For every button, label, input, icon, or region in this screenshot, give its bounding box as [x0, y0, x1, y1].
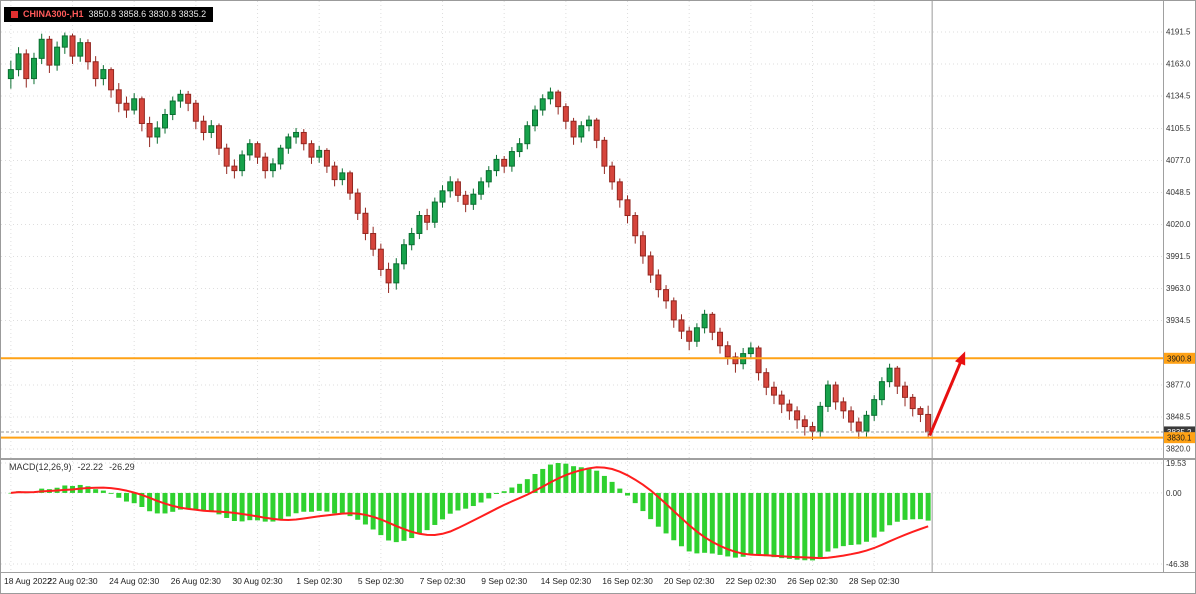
macd-indicator-name: MACD(12,26,9) — [9, 462, 72, 472]
svg-text:26 Aug 02:30: 26 Aug 02:30 — [171, 576, 221, 586]
svg-text:3848.5: 3848.5 — [1166, 413, 1191, 422]
svg-text:30 Aug 02:30: 30 Aug 02:30 — [232, 576, 282, 586]
svg-text:19.53: 19.53 — [1166, 459, 1187, 468]
svg-text:3877.0: 3877.0 — [1166, 381, 1191, 390]
symbol-ohlc-readout: 3850.8 3858.6 3830.8 3835.2 — [88, 9, 207, 19]
pane-separator — [1, 1, 1195, 573]
svg-text:4020.0: 4020.0 — [1166, 220, 1191, 229]
svg-text:4048.5: 4048.5 — [1166, 188, 1191, 197]
svg-text:0.00: 0.00 — [1166, 489, 1182, 498]
symbol-label: CHINA300-,H1 — [23, 9, 84, 19]
svg-text:-46.38: -46.38 — [1166, 560, 1189, 569]
symbol-info-bar: CHINA300-,H1 3850.8 3858.6 3830.8 3835.2 — [4, 7, 214, 22]
svg-text:4077.0: 4077.0 — [1166, 156, 1191, 165]
svg-text:24 Aug 02:30: 24 Aug 02:30 — [109, 576, 159, 586]
svg-text:4105.5: 4105.5 — [1166, 124, 1191, 133]
svg-text:22 Aug 02:30: 22 Aug 02:30 — [47, 576, 97, 586]
macd-signal-value: -26.29 — [109, 462, 135, 472]
price-axis-labels: 4191.5 4163.0 4134.5 4105.5 4077.0 4048.5 4020… — [1164, 28, 1195, 454]
macd-indicator-readout: MACD(12,26,9) -22.22 -26.29 — [9, 462, 135, 472]
macd-histogram — [8, 463, 931, 561]
svg-text:1 Sep 02:30: 1 Sep 02:30 — [296, 576, 342, 586]
svg-text:3820.0: 3820.0 — [1166, 445, 1191, 454]
svg-text:4191.5: 4191.5 — [1166, 28, 1191, 37]
svg-text:5 Sep 02:30: 5 Sep 02:30 — [358, 576, 404, 586]
candles-layer — [7, 32, 932, 441]
horizontal-level-lines[interactable] — [1, 357, 1163, 439]
svg-text:3900.8: 3900.8 — [1167, 354, 1192, 363]
macd-signal-line — [10, 466, 929, 560]
svg-text:14 Sep 02:30: 14 Sep 02:30 — [541, 576, 592, 586]
macd-main-value: -22.22 — [77, 462, 104, 472]
svg-text:3991.5: 3991.5 — [1166, 252, 1191, 261]
svg-text:18 Aug 2022: 18 Aug 2022 — [4, 576, 52, 586]
svg-text:26 Sep 02:30: 26 Sep 02:30 — [787, 576, 838, 586]
svg-text:16 Sep 02:30: 16 Sep 02:30 — [602, 576, 653, 586]
svg-text:3963.0: 3963.0 — [1166, 284, 1191, 293]
symbol-color-swatch-icon — [11, 11, 18, 18]
svg-text:9 Sep 02:30: 9 Sep 02:30 — [481, 576, 527, 586]
svg-text:22 Sep 02:30: 22 Sep 02:30 — [726, 576, 777, 586]
trend-arrow[interactable] — [928, 351, 966, 437]
svg-text:20 Sep 02:30: 20 Sep 02:30 — [664, 576, 715, 586]
macd-axis-labels: 19.53 0.00 -46.38 — [1166, 459, 1189, 569]
svg-text:7 Sep 02:30: 7 Sep 02:30 — [420, 576, 466, 586]
svg-text:4163.0: 4163.0 — [1166, 59, 1191, 68]
svg-text:3934.5: 3934.5 — [1166, 316, 1191, 325]
svg-text:4134.5: 4134.5 — [1166, 91, 1191, 100]
svg-text:28 Sep 02:30: 28 Sep 02:30 — [849, 576, 900, 586]
svg-text:3830.1: 3830.1 — [1167, 434, 1192, 443]
